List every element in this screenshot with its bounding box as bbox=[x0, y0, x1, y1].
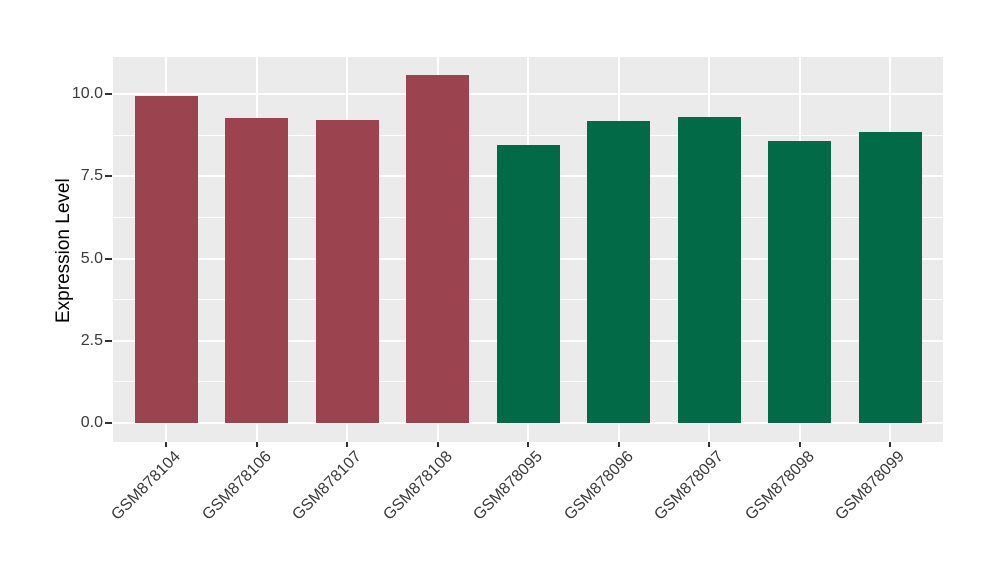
x-axis-label-text: GSM878095 bbox=[470, 448, 547, 524]
x-tick-mark bbox=[889, 442, 891, 447]
y-tick-mark bbox=[105, 175, 112, 178]
bar-GSM878108 bbox=[406, 74, 469, 423]
x-tick-mark bbox=[708, 442, 710, 447]
y-tick-mark bbox=[105, 93, 112, 95]
x-axis-label-text: GSM878096 bbox=[560, 448, 637, 524]
bar-GSM878104 bbox=[134, 95, 198, 423]
y-tick-label: 0.0 bbox=[80, 414, 103, 431]
bar-GSM878096 bbox=[587, 121, 650, 423]
x-tick-mark bbox=[527, 442, 529, 447]
bar-GSM878095 bbox=[496, 144, 560, 423]
y-tick-mark bbox=[105, 339, 112, 342]
x-tick-mark bbox=[165, 442, 167, 447]
bar-GSM878097 bbox=[677, 117, 741, 423]
x-tick-mark bbox=[436, 442, 439, 447]
y-tick-mark bbox=[105, 422, 112, 424]
x-axis-label-text: GSM878108 bbox=[379, 448, 456, 524]
x-axis-label-text: GSM878104 bbox=[108, 448, 185, 524]
x-tick-mark bbox=[617, 442, 620, 447]
y-tick-label: 7.5 bbox=[80, 167, 103, 185]
x-axis-label-text: GSM878097 bbox=[651, 448, 728, 524]
bar-GSM878106 bbox=[225, 117, 288, 423]
bar-GSM878107 bbox=[315, 119, 379, 423]
x-tick-mark bbox=[255, 442, 258, 447]
x-tick-mark bbox=[346, 442, 348, 447]
x-axis-label-text: GSM878106 bbox=[198, 448, 275, 524]
y-tick-label: 2.5 bbox=[80, 331, 103, 349]
plot-panel bbox=[113, 57, 943, 442]
x-tick-mark bbox=[798, 442, 801, 447]
y-tick-label: 5.0 bbox=[80, 249, 103, 267]
y-tick-label: 10.0 bbox=[71, 85, 103, 102]
y-tick-mark bbox=[105, 257, 112, 260]
bar-GSM878098 bbox=[768, 141, 831, 423]
bar-GSM878099 bbox=[858, 132, 922, 423]
x-axis-label-text: GSM878107 bbox=[289, 448, 366, 524]
x-axis-label-text: GSM878098 bbox=[741, 448, 818, 524]
x-axis-label-text: GSM878099 bbox=[832, 448, 909, 524]
